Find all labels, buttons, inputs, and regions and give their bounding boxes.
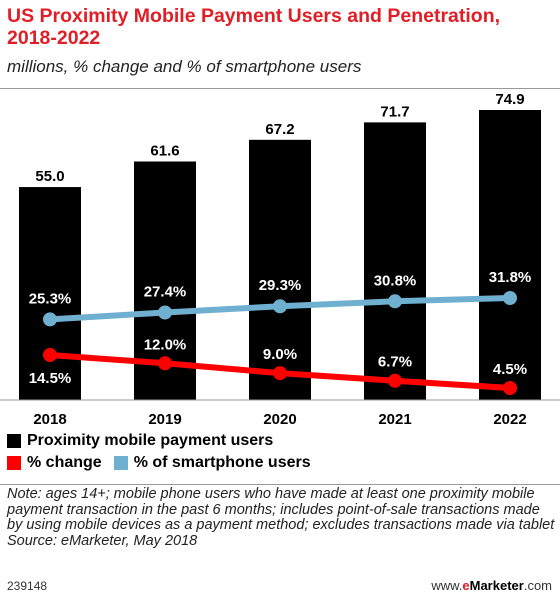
bar-label-2019: 61.6 bbox=[150, 142, 179, 159]
chart-plot: 55.0 61.6 67.2 71.7 74.9 2018 2019 2020 2021 2022… bbox=[0, 91, 560, 428]
brand-e: e bbox=[462, 578, 470, 593]
pct-change-label-2019: 12.0% bbox=[144, 336, 187, 353]
smartphone-share-label-2020: 29.3% bbox=[259, 277, 302, 294]
smartphone-share-label-2021: 30.8% bbox=[374, 272, 417, 289]
pct-change-point-2022 bbox=[503, 381, 517, 395]
smartphone-share-point-2018 bbox=[43, 312, 57, 327]
bar-2022 bbox=[479, 110, 541, 400]
chart-title: US Proximity Mobile Payment Users and Pe… bbox=[7, 5, 501, 49]
chart-id: 239148 bbox=[7, 579, 48, 593]
smartphone-share-point-2022 bbox=[503, 291, 517, 305]
pct-change-point-2020 bbox=[273, 366, 287, 381]
brand-suffix: .com bbox=[523, 578, 552, 593]
bar-label-2022: 74.9 bbox=[495, 91, 524, 108]
pct-change-label-2021: 6.7% bbox=[378, 354, 412, 371]
pct-change-point-2021 bbox=[388, 373, 402, 388]
pct-change-point-2018 bbox=[43, 348, 57, 363]
bar-2018 bbox=[19, 187, 81, 400]
note-source: Source: eMarketer, May 2018 bbox=[7, 532, 198, 549]
top-divider bbox=[0, 88, 560, 89]
pct-change-label-2020: 9.0% bbox=[263, 346, 297, 363]
chart-subtitle: millions, % change and % of smartphone u… bbox=[7, 57, 362, 76]
legend-swatch-smartphone bbox=[113, 456, 128, 470]
legend-label-smartphone: % of smartphone users bbox=[133, 454, 311, 471]
smartphone-share-point-2020 bbox=[273, 299, 287, 314]
bar-label-2018: 55.0 bbox=[35, 168, 64, 185]
legend-row-lines: % change % of smartphone users bbox=[7, 452, 311, 474]
brand-name: Marketer bbox=[469, 578, 524, 593]
bar-2021 bbox=[364, 122, 426, 400]
x-tick-2020: 2020 bbox=[263, 411, 296, 428]
chart-note: Note: ages 14+; mobile phone users who h… bbox=[7, 486, 555, 549]
smartphone-share-label-2022: 31.8% bbox=[489, 269, 532, 286]
pct-change-point-2019 bbox=[158, 356, 172, 371]
legend-swatch-change bbox=[7, 456, 21, 470]
brand-logo: www.eMarketer.com bbox=[431, 578, 552, 593]
legend-label-users: Proximity mobile payment users bbox=[27, 432, 274, 449]
x-tick-2022: 2022 bbox=[493, 411, 526, 428]
pct-change-label-2018: 14.5% bbox=[29, 370, 72, 387]
legend-item-users: Proximity mobile payment users bbox=[7, 430, 311, 452]
legend-swatch-users bbox=[7, 434, 21, 448]
smartphone-share-point-2019 bbox=[158, 305, 172, 320]
x-tick-2018: 2018 bbox=[33, 411, 66, 428]
brand-prefix: www. bbox=[431, 578, 463, 593]
smartphone-share-label-2018: 25.3% bbox=[29, 290, 72, 307]
bar-2020 bbox=[249, 139, 311, 400]
note-divider bbox=[0, 484, 560, 485]
legend: Proximity mobile payment users % change … bbox=[7, 430, 311, 474]
smartphone-share-point-2021 bbox=[388, 294, 402, 309]
note-text: Note: ages 14+; mobile phone users who h… bbox=[7, 486, 555, 533]
bar-label-2021: 71.7 bbox=[380, 103, 409, 120]
legend-label-change: % change bbox=[27, 454, 102, 471]
smartphone-share-label-2019: 27.4% bbox=[144, 284, 187, 301]
x-tick-2019: 2019 bbox=[148, 411, 181, 428]
x-tick-2021: 2021 bbox=[378, 411, 411, 428]
bar-label-2020: 67.2 bbox=[265, 121, 294, 138]
pct-change-label-2022: 4.5% bbox=[493, 361, 527, 378]
